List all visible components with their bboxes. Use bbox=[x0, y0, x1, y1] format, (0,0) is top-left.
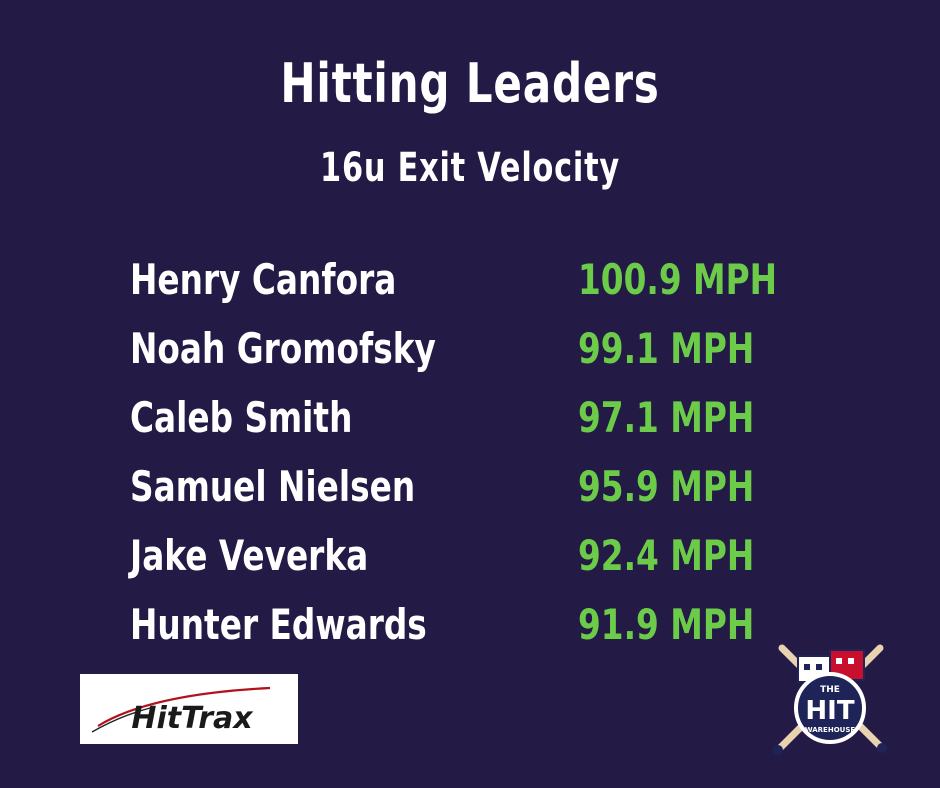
hittrax-logo-graphic: HitTrax bbox=[91, 686, 271, 736]
hittrax-arc-icon bbox=[97, 686, 271, 727]
leader-velocity: 100.9 MPH bbox=[578, 255, 778, 304]
hittrax-logo: HitTrax bbox=[80, 674, 298, 744]
leader-name: Henry Canfora bbox=[130, 255, 397, 304]
warehouse-logo-the: THE bbox=[820, 685, 840, 695]
leader-row: Henry Canfora 100.9 MPH bbox=[130, 250, 830, 319]
leader-velocity: 92.4 MPH bbox=[578, 531, 755, 580]
leader-name: Jake Veverka bbox=[130, 531, 369, 580]
leader-velocity: 99.1 MPH bbox=[578, 324, 755, 373]
hittrax-wordmark: HitTrax bbox=[131, 701, 254, 736]
page-subtitle: 16u Exit Velocity bbox=[320, 145, 620, 191]
warehouse-logo-warehouse: WAREHOUSE bbox=[805, 726, 856, 734]
hit-warehouse-logo: THE HIT WAREHOUSE bbox=[768, 636, 892, 760]
leader-velocity: 95.9 MPH bbox=[578, 462, 755, 511]
page-title: Hitting Leaders bbox=[280, 52, 660, 115]
leader-row: Caleb Smith 97.1 MPH bbox=[130, 388, 830, 457]
leader-velocity: 91.9 MPH bbox=[578, 600, 755, 649]
hittrax-swoosh-icon bbox=[91, 707, 151, 733]
leaders-list: Henry Canfora 100.9 MPH Noah Gromofsky 9… bbox=[130, 250, 830, 664]
leader-row: Jake Veverka 92.4 MPH bbox=[130, 526, 830, 595]
leader-row: Noah Gromofsky 99.1 MPH bbox=[130, 319, 830, 388]
leader-row: Hunter Edwards 91.9 MPH bbox=[130, 595, 830, 664]
leader-name: Samuel Nielsen bbox=[130, 462, 416, 511]
warehouse-badge-icon bbox=[794, 672, 866, 744]
hit-warehouse-logo-graphic: THE HIT WAREHOUSE bbox=[773, 644, 887, 755]
leader-velocity: 97.1 MPH bbox=[578, 393, 755, 442]
leader-name: Hunter Edwards bbox=[130, 600, 427, 649]
leader-name: Noah Gromofsky bbox=[130, 324, 436, 373]
leader-row: Samuel Nielsen 95.9 MPH bbox=[130, 457, 830, 526]
leader-name: Caleb Smith bbox=[130, 393, 353, 442]
warehouse-logo-hit: HIT bbox=[805, 696, 854, 726]
